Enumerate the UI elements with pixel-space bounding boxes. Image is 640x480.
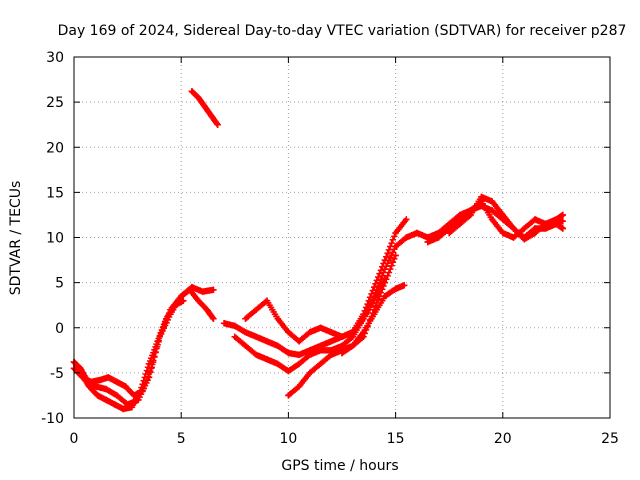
y-tick-label: 5 xyxy=(55,276,64,292)
y-tick-label: 15 xyxy=(46,185,64,201)
x-tick-label: 0 xyxy=(70,431,79,447)
y-tick-label: -10 xyxy=(41,411,64,427)
y-tick-label: 25 xyxy=(46,95,64,111)
y-tick-label: -5 xyxy=(50,366,64,382)
series-track-markers xyxy=(446,193,566,243)
series-12 xyxy=(446,193,567,243)
series-track-markers xyxy=(242,274,389,345)
series-track-markers xyxy=(338,282,408,357)
x-axis-label: GPS time / hours xyxy=(281,458,398,474)
x-tick-label: 25 xyxy=(601,431,619,447)
series-6 xyxy=(231,243,399,375)
data-points xyxy=(70,88,567,413)
series-track-markers xyxy=(77,297,187,413)
y-axis-label: SDTVAR / TECUs xyxy=(8,181,24,296)
x-tick-label: 5 xyxy=(177,431,186,447)
chart-title: Day 169 of 2024, Sidereal Day-to-day VTE… xyxy=(58,23,627,39)
y-tick-labels: -10 -5 0 5 10 15 20 25 30 xyxy=(41,50,64,427)
x-tick-label: 20 xyxy=(494,431,512,447)
series-4 xyxy=(188,88,221,128)
y-tick-label: 20 xyxy=(46,140,64,156)
y-tick-label: 30 xyxy=(46,50,64,66)
series-9 xyxy=(338,282,408,357)
series-7 xyxy=(242,274,389,345)
x-tick-labels: 0 5 10 15 20 25 xyxy=(70,431,619,447)
axis-ticks xyxy=(73,56,611,419)
series-3 xyxy=(77,297,187,413)
x-tick-label: 10 xyxy=(279,431,297,447)
y-tick-label: 10 xyxy=(46,231,64,247)
x-tick-label: 15 xyxy=(387,431,405,447)
y-tick-label: 0 xyxy=(55,321,64,337)
series-track-markers xyxy=(188,88,221,128)
grid-lines xyxy=(74,57,610,418)
